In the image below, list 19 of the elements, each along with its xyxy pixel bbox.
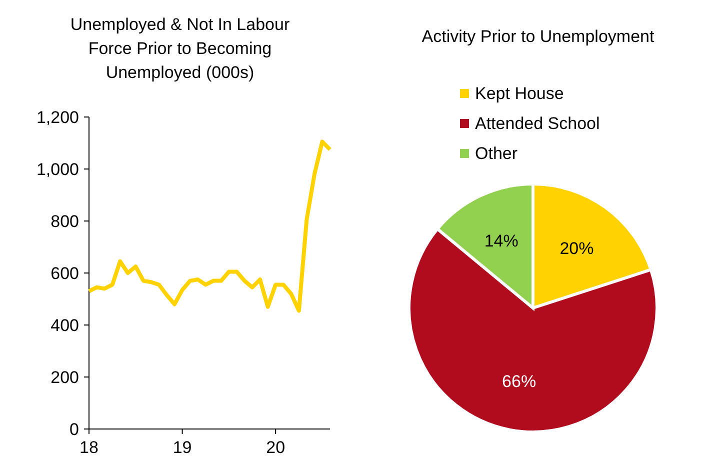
x-tick-label: 18 [80, 438, 98, 457]
y-tick-label: 200 [50, 368, 79, 387]
x-tick-label: 19 [172, 438, 192, 457]
line-series [87, 140, 332, 313]
y-tick-label: 1,000 [36, 160, 79, 179]
legend-label: Kept House [475, 84, 564, 103]
y-tick-label: 1,200 [36, 108, 79, 127]
legend-label: Other [475, 144, 518, 163]
data-label: 14% [484, 232, 518, 251]
data-label: 20% [560, 238, 594, 258]
y-tick-label: 800 [50, 212, 79, 231]
y-tick-label: 400 [50, 316, 79, 335]
y-tick-label: 0 [70, 420, 79, 439]
chart-title: Activity Prior to Unemployment [422, 27, 654, 46]
x-tick-label: 20 [266, 438, 286, 457]
legend-label: Attended School [475, 114, 600, 133]
y-tick-label: 600 [50, 264, 79, 283]
data-label: 66% [502, 372, 536, 392]
chart-title: Unemployed & Not In Labour Force Prior to Becoming Unemployed (000s) [70, 15, 290, 82]
